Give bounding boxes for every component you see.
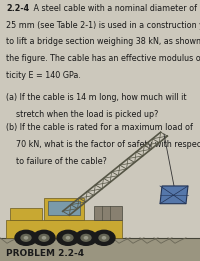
Circle shape (81, 234, 91, 241)
Circle shape (33, 230, 55, 245)
Text: to lift a bridge section weighing 38 kN, as shown in: to lift a bridge section weighing 38 kN,… (6, 37, 200, 46)
Bar (10, 208, 42, 220)
Text: to failure of the cable?: to failure of the cable? (6, 157, 107, 166)
Circle shape (84, 237, 88, 239)
Bar (44, 198, 84, 220)
Bar (0, 238, 200, 261)
Text: (b) If the cable is rated for a maximum load of: (b) If the cable is rated for a maximum … (6, 123, 193, 132)
Bar (48, 201, 80, 215)
Circle shape (57, 230, 79, 245)
Text: 2.2-4: 2.2-4 (6, 4, 29, 13)
Circle shape (99, 234, 109, 241)
Circle shape (42, 237, 46, 239)
Bar (94, 206, 122, 220)
Circle shape (15, 230, 37, 245)
Polygon shape (160, 186, 188, 204)
Text: PROBLEM 2.2-4: PROBLEM 2.2-4 (6, 249, 84, 258)
Circle shape (24, 237, 28, 239)
Circle shape (66, 237, 70, 239)
Text: A steel cable with a nominal diameter of: A steel cable with a nominal diameter of (31, 4, 197, 13)
Circle shape (63, 234, 73, 241)
Text: ticity E = 140 GPa.: ticity E = 140 GPa. (6, 71, 81, 80)
Text: 25 mm (see Table 2-1) is used in a construction yard: 25 mm (see Table 2-1) is used in a const… (6, 21, 200, 29)
Circle shape (39, 234, 49, 241)
Text: 70 kN, what is the factor of safety with respect: 70 kN, what is the factor of safety with… (6, 140, 200, 149)
Text: the figure. The cable has an effective modulus of elas-: the figure. The cable has an effective m… (6, 54, 200, 63)
Circle shape (21, 234, 31, 241)
Circle shape (75, 230, 97, 245)
Text: (a) If the cable is 14 m long, how much will it: (a) If the cable is 14 m long, how much … (6, 93, 186, 102)
Bar (6, 220, 122, 238)
Text: stretch when the load is picked up?: stretch when the load is picked up? (6, 110, 158, 118)
Circle shape (102, 237, 106, 239)
Circle shape (93, 230, 115, 245)
